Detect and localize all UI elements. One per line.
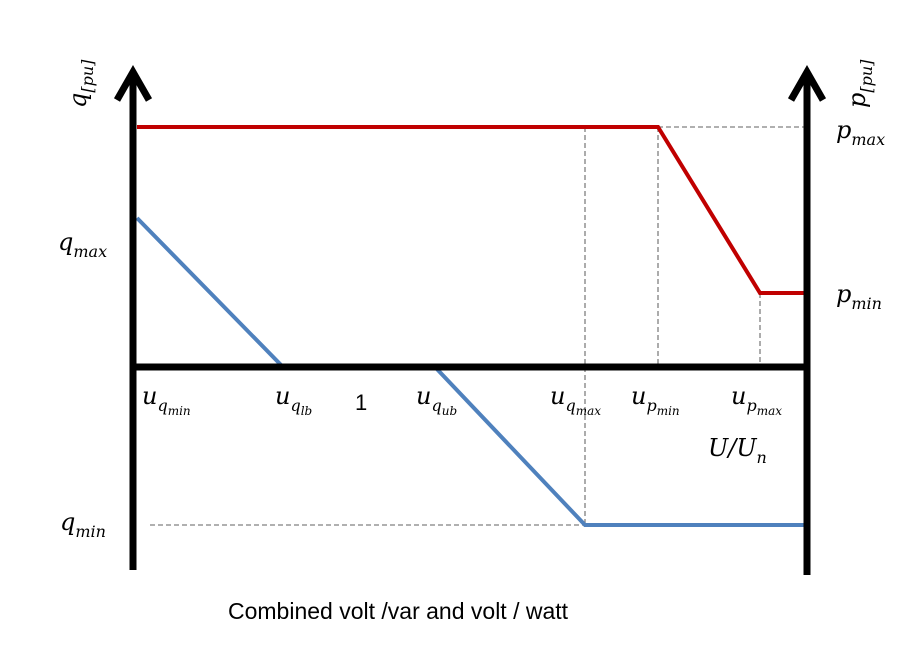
voltage-axis-label: U/Un xyxy=(708,434,767,467)
unity-voltage-label: 1 xyxy=(355,390,368,415)
p-curve xyxy=(137,125,807,295)
diagram-caption: Combined volt /var and volt / watt xyxy=(228,598,569,624)
u-qlb-label: uqlb xyxy=(275,382,313,418)
p-axis-arrow-icon xyxy=(787,64,827,102)
axes xyxy=(113,64,827,575)
p-max-label: pmax xyxy=(836,116,886,149)
q-curve xyxy=(135,216,807,527)
u-qmin-label: uqmin xyxy=(142,382,191,418)
q-axis-arrow-icon xyxy=(113,64,153,102)
q-axis-label: q[pu] xyxy=(64,59,97,108)
guide-lines xyxy=(150,126,807,526)
q-min-label: qmin xyxy=(60,508,106,541)
p-min-label: pmin xyxy=(836,280,882,313)
q-max-label: qmax xyxy=(58,228,108,261)
p-axis-label: p[pu] xyxy=(843,59,876,108)
u-qub-label: uqub xyxy=(416,382,458,418)
u-pmin-label: upmin xyxy=(631,382,680,418)
u-pmax-label: upmax xyxy=(731,382,783,418)
u-qmax-label: uqmax xyxy=(550,382,602,418)
